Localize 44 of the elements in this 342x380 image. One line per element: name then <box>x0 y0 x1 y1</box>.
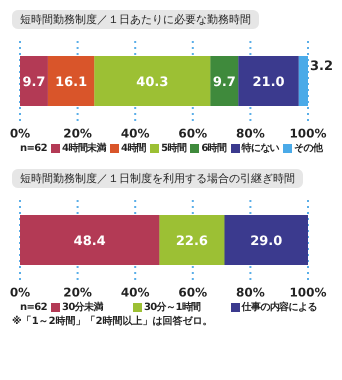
bar <box>210 56 238 106</box>
bar <box>48 56 94 106</box>
x-tick-label: 80% <box>236 286 265 300</box>
data-label: 21.0 <box>252 75 285 90</box>
data-label: 16.1 <box>55 75 88 90</box>
x-tick-label: 40% <box>120 126 150 141</box>
bar <box>238 56 299 106</box>
data-label: 9.7 <box>22 75 46 90</box>
bar <box>94 56 210 106</box>
bar <box>159 215 224 265</box>
legend-label: 6時間 <box>200 142 226 155</box>
data-label: 29.0 <box>250 234 282 249</box>
x-tick-label: 60% <box>178 126 208 141</box>
legend-label: 仕事の内容による <box>240 300 317 314</box>
legend-label: 5時間 <box>160 142 186 155</box>
text: ※「1～2時間」「2時間以上」は回答ゼロ。 <box>12 314 214 328</box>
legend-label: 30分～1時間 <box>142 300 201 314</box>
bar <box>20 56 48 106</box>
x-tick-label: 100% <box>289 286 327 300</box>
chart-title: 短時間勤務制度／１日制度を利用する場合の引継ぎ時間 <box>12 169 303 188</box>
legend-label: 30分未満 <box>61 300 103 314</box>
x-tick-label: 20% <box>63 286 92 300</box>
data-label: 40.3 <box>136 75 168 90</box>
data-label: 48.4 <box>74 234 106 249</box>
x-tick-label: 20% <box>63 126 92 141</box>
legend-label: 特にない <box>240 142 280 155</box>
legend-label: その他 <box>293 142 322 155</box>
x-tick-label: 0% <box>10 126 30 141</box>
x-tick-label: 100% <box>289 126 327 141</box>
bar <box>20 215 160 265</box>
bar <box>224 215 308 265</box>
data-label: 22.6 <box>176 234 208 249</box>
x-tick-label: 0% <box>10 286 30 300</box>
chart-title: 短時間勤務制度／１日あたりに必要な勤務時間 <box>12 10 259 29</box>
text: n=62 <box>20 142 48 154</box>
data-label: 9.7 <box>212 75 236 90</box>
legend-label: 4時間未満 <box>61 142 106 155</box>
x-tick-label: 40% <box>120 286 150 300</box>
legend-label: 4時間 <box>120 142 146 155</box>
text: n=62 <box>20 302 48 312</box>
x-tick-label: 80% <box>236 126 265 141</box>
data-label: 3.2 <box>310 59 334 74</box>
x-tick-label: 60% <box>178 286 208 300</box>
bar <box>298 56 308 106</box>
